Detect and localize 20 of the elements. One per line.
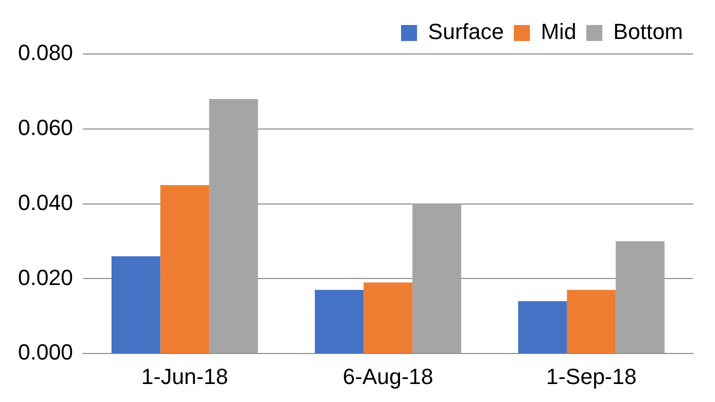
bar	[209, 98, 258, 354]
bar	[314, 290, 364, 354]
legend-label: Mid	[540, 19, 576, 44]
y-tick-label: 0.040	[18, 190, 74, 215]
bar	[160, 185, 210, 354]
legend-label: Surface	[428, 19, 504, 44]
bar	[412, 204, 462, 354]
x-tick-label: 1-Jun-18	[141, 364, 228, 389]
y-tick-label: 0.080	[18, 40, 74, 66]
x-tick-label: 6-Aug-18	[342, 364, 434, 389]
y-tick-label: 0.000	[18, 340, 74, 365]
bar	[616, 241, 665, 354]
x-tick-label: 1-Sep-18	[546, 364, 637, 389]
bar	[518, 301, 567, 354]
bar	[364, 282, 412, 354]
bar	[566, 290, 616, 354]
y-tick-label: 0.020	[18, 264, 74, 290]
y-tick-label: 0.060	[18, 114, 74, 140]
bar	[112, 256, 160, 354]
legend-label: Bottom	[613, 19, 684, 44]
